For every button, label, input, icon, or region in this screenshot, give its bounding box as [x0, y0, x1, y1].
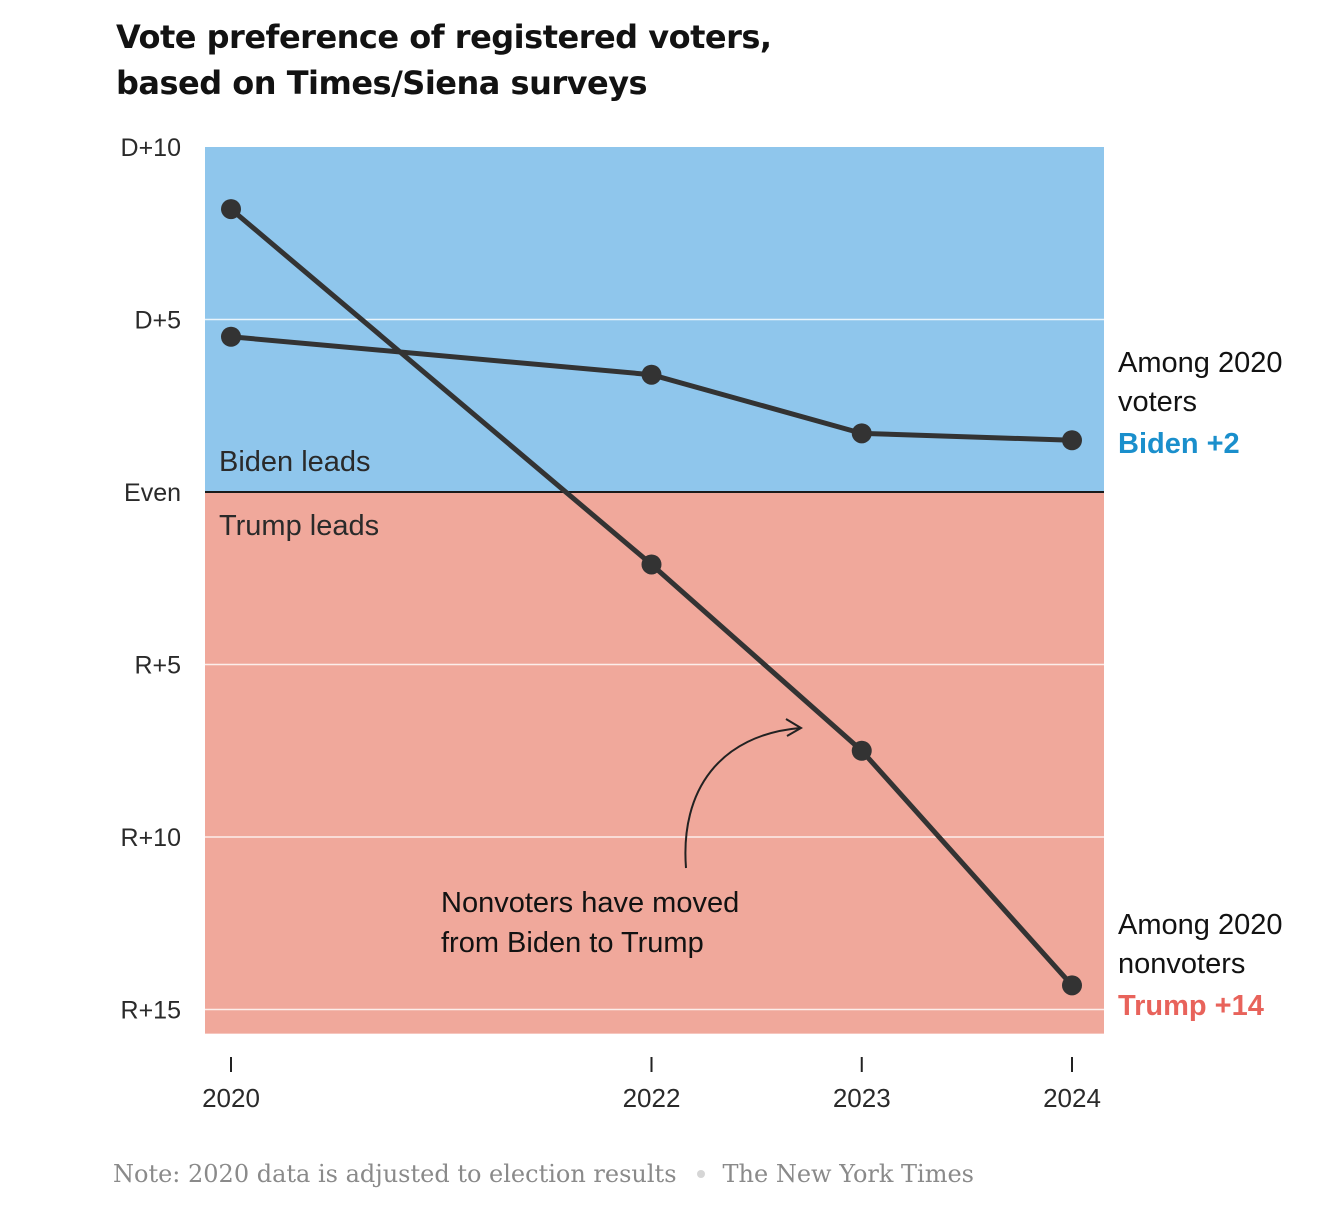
data-point-voters: [221, 326, 241, 347]
series-line-voters: [228, 334, 1075, 443]
annotation-arrow: [684, 727, 801, 869]
series-result-voters: Biden +2: [1118, 428, 1240, 460]
series-labels: Among 2020 voters Biden +2 Among 2020 nonvot…: [1118, 347, 1282, 1022]
series-label-nonvoters-line2: nonvoters: [1118, 948, 1245, 980]
data-point-nonvoters: [1062, 975, 1082, 996]
chart-title: Vote preference of registered voters, ba…: [116, 14, 876, 106]
annotation-line1: Nonvoters have moved: [441, 887, 739, 919]
footer-source: The New York Times: [722, 1160, 974, 1188]
series-group: [221, 199, 1082, 996]
biden-leads-label: Biden leads: [219, 446, 371, 478]
series-label-nonvoters-line1: Among 2020: [1118, 909, 1282, 941]
y-tick-label: D+5: [134, 307, 181, 335]
data-point-nonvoters: [641, 554, 662, 575]
y-axis: D+10 D+5 Even R+5 R+10 R+15: [121, 134, 181, 1025]
y-tick-label: R+5: [134, 652, 181, 680]
trump-leads-region: [205, 492, 1104, 1034]
footer: Note: 2020 data is adjusted to election …: [113, 1160, 974, 1188]
annotation-line2: from Biden to Trump: [441, 927, 704, 959]
gridlines: [205, 318, 1104, 1011]
chart-title-line2: based on Times/Siena surveys: [116, 64, 648, 102]
separator-dot: [696, 1169, 705, 1178]
y-tick-label: Even: [124, 479, 181, 507]
trump-leads-label: Trump leads: [219, 510, 379, 542]
y-tick-label: R+10: [121, 824, 181, 852]
series-label-voters-line2: voters: [1118, 386, 1197, 418]
series-label-voters-line1: Among 2020: [1118, 347, 1282, 379]
x-tick-label: 2024: [1043, 1083, 1101, 1113]
data-point-nonvoters: [221, 199, 241, 220]
series-result-nonvoters: Trump +14: [1118, 990, 1264, 1022]
footer-note: Note: 2020 data is adjusted to election …: [113, 1160, 677, 1188]
data-point-voters: [641, 364, 662, 385]
data-point-voters: [851, 423, 872, 444]
annotation-arrowhead: [785, 718, 803, 737]
x-tick-label: 2020: [202, 1083, 260, 1113]
series-line-nonvoters: [228, 206, 1075, 988]
y-tick-label: D+10: [121, 134, 181, 162]
data-point-voters: [1062, 430, 1082, 451]
x-tick-label: 2022: [623, 1083, 681, 1113]
x-axis: 2020 2022 2023 2024: [202, 1057, 1101, 1113]
y-tick-label: R+15: [121, 997, 181, 1025]
x-tick-label: 2023: [833, 1083, 891, 1113]
chart-title-line1: Vote preference of registered voters,: [116, 18, 772, 56]
data-point-nonvoters: [851, 740, 872, 761]
